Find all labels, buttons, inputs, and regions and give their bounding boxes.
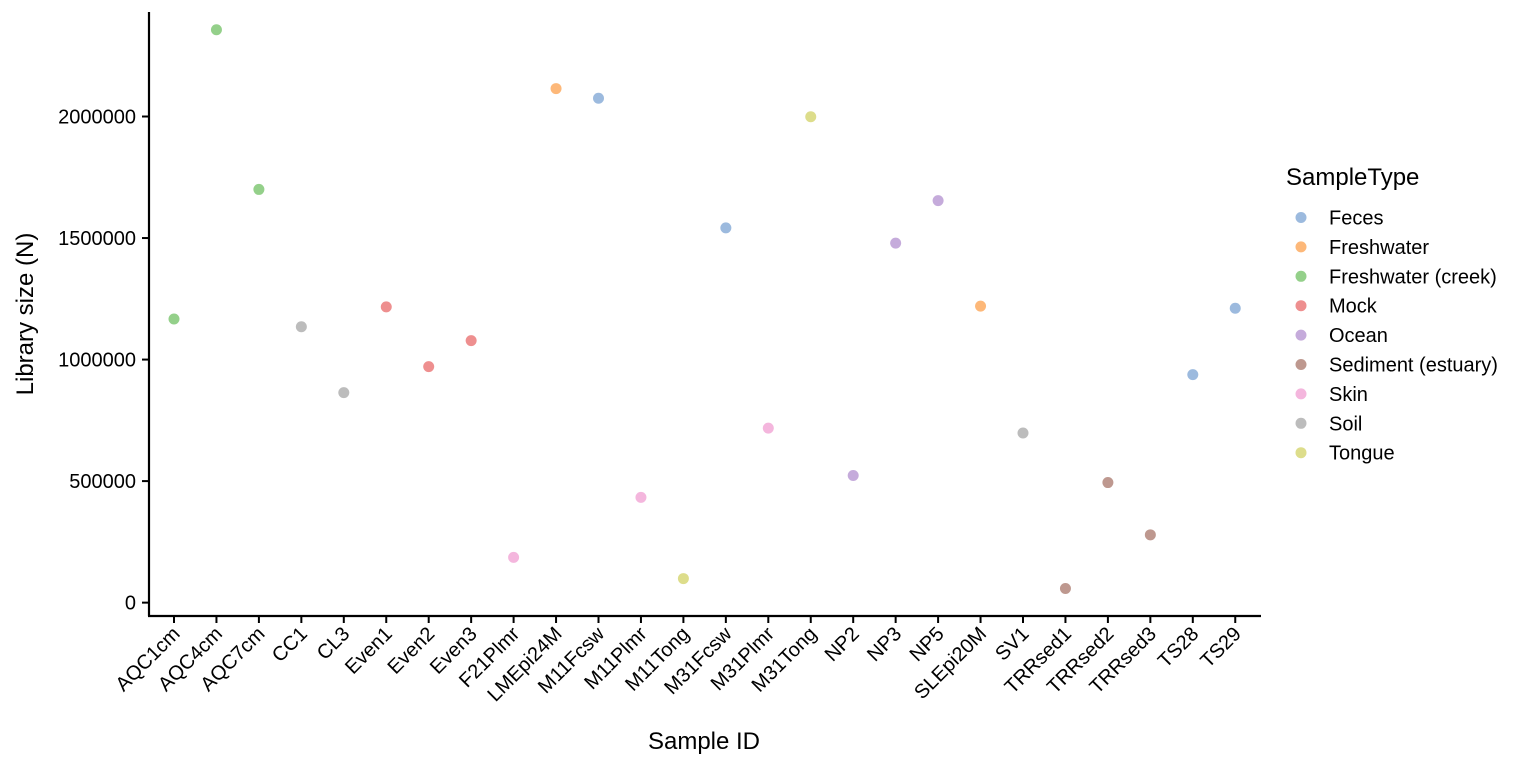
data-point — [253, 183, 265, 195]
legend-key — [1295, 212, 1307, 223]
data-point — [593, 92, 604, 104]
data-point — [423, 361, 435, 373]
data-point — [210, 24, 222, 36]
x-tick-label: Even1 — [341, 623, 397, 679]
data-point — [1102, 477, 1114, 489]
y-tick-label: 2000000 — [58, 107, 136, 129]
legend-title: SampleType — [1286, 164, 1419, 191]
legend-key — [1295, 241, 1307, 253]
legend-label: Tongue — [1329, 443, 1395, 465]
legend-label: Soil — [1329, 413, 1362, 435]
data-point — [1144, 529, 1156, 541]
legend-label: Skin — [1329, 384, 1368, 406]
legend-key — [1295, 300, 1307, 312]
y-axis-ticks: 0 500000 1000000 1500000 2000000 — [58, 107, 149, 615]
legend-key — [1295, 447, 1307, 459]
y-tick-label: 500000 — [69, 471, 136, 493]
plot-area — [168, 24, 1241, 595]
data-point — [1059, 583, 1071, 595]
legend-key — [1295, 329, 1307, 341]
x-axis-title: Sample ID — [648, 728, 760, 755]
data-point — [550, 83, 562, 95]
x-tick-label: CC1 — [268, 623, 312, 667]
y-axis-title: Library size (N) — [12, 233, 39, 396]
data-point — [805, 111, 817, 123]
legend-key — [1295, 359, 1307, 370]
data-point — [1229, 302, 1241, 314]
data-point — [847, 470, 859, 482]
x-tick-label: NP3 — [863, 623, 906, 666]
legend-label: Sediment (estuary) — [1329, 355, 1498, 377]
data-point — [295, 321, 307, 333]
legend-key — [1295, 270, 1307, 282]
y-tick-label: 0 — [125, 593, 136, 615]
data-point — [635, 491, 647, 503]
legend-label: Freshwater (creek) — [1329, 266, 1497, 288]
data-point — [168, 313, 180, 325]
legend-label: Ocean — [1329, 325, 1388, 347]
legend-key — [1295, 388, 1307, 400]
x-tick-label: NP2 — [821, 623, 864, 666]
data-point — [380, 301, 392, 313]
data-point — [1187, 369, 1199, 381]
data-point — [932, 195, 944, 207]
data-point — [465, 335, 477, 347]
legend-key — [1295, 417, 1307, 429]
legend: SampleType Feces Freshwater Freshwater (cr… — [1286, 164, 1498, 465]
legend-label: Freshwater — [1329, 237, 1429, 259]
data-point — [677, 573, 689, 585]
data-point — [508, 551, 520, 563]
x-tick-label: TS28 — [1154, 623, 1203, 672]
legend-label: Feces — [1329, 208, 1383, 230]
data-point — [762, 422, 774, 434]
data-point — [720, 222, 732, 234]
data-point — [1017, 427, 1029, 439]
data-point — [338, 387, 350, 399]
legend-label: Mock — [1329, 296, 1378, 318]
data-point — [890, 237, 902, 249]
x-tick-label: Even2 — [384, 623, 440, 679]
y-tick-label: 1500000 — [58, 228, 136, 250]
y-tick-label: 1000000 — [58, 350, 136, 372]
x-tick-label: TS29 — [1196, 623, 1245, 672]
data-point — [975, 300, 987, 312]
